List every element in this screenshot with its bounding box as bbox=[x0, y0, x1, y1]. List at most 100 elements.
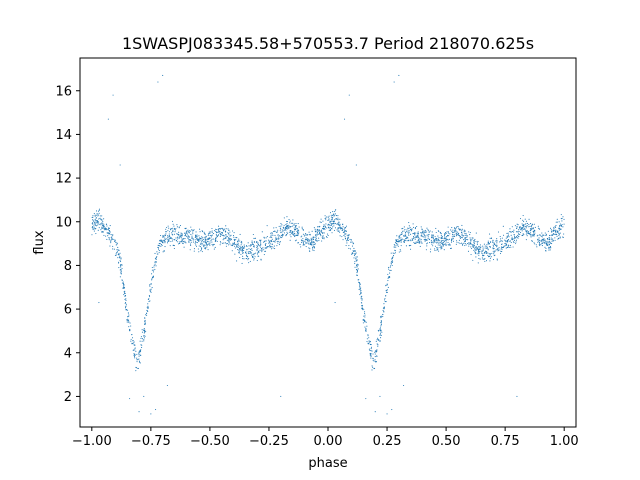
data-point bbox=[550, 242, 552, 244]
data-point bbox=[496, 242, 498, 244]
data-point bbox=[144, 331, 146, 333]
data-point bbox=[529, 225, 531, 228]
data-point bbox=[563, 233, 565, 235]
data-point bbox=[420, 238, 422, 240]
data-point bbox=[350, 241, 352, 243]
data-point bbox=[254, 256, 256, 258]
data-point bbox=[511, 238, 513, 240]
data-point bbox=[416, 225, 418, 228]
data-point bbox=[334, 213, 336, 215]
data-point bbox=[360, 298, 362, 300]
data-point bbox=[528, 231, 530, 233]
data-point bbox=[148, 301, 150, 303]
data-point bbox=[522, 233, 524, 235]
data-point bbox=[361, 306, 363, 308]
data-point bbox=[258, 255, 260, 257]
data-point bbox=[547, 237, 549, 240]
data-point bbox=[486, 244, 488, 246]
data-point bbox=[377, 337, 379, 339]
data-point bbox=[109, 233, 111, 235]
data-point bbox=[180, 232, 182, 234]
data-point bbox=[204, 239, 206, 241]
data-point bbox=[427, 237, 429, 239]
data-point bbox=[416, 241, 418, 243]
data-point bbox=[333, 225, 335, 227]
data-point bbox=[218, 229, 220, 231]
data-point bbox=[253, 254, 255, 256]
data-point bbox=[533, 234, 535, 236]
data-point bbox=[296, 232, 299, 234]
data-point bbox=[185, 233, 187, 235]
data-point bbox=[470, 243, 472, 245]
data-point bbox=[415, 242, 417, 244]
data-point bbox=[210, 239, 212, 241]
data-point bbox=[497, 248, 499, 250]
data-point bbox=[368, 337, 370, 339]
data-point bbox=[179, 224, 182, 227]
data-point bbox=[316, 234, 318, 236]
data-point bbox=[206, 241, 208, 243]
data-point bbox=[133, 349, 135, 351]
data-point bbox=[189, 230, 191, 232]
data-point bbox=[530, 235, 532, 237]
data-point bbox=[541, 245, 543, 247]
data-point bbox=[522, 228, 524, 230]
y-tick-label: 2 bbox=[64, 390, 72, 405]
data-point bbox=[555, 233, 557, 236]
data-point bbox=[313, 227, 315, 229]
data-point bbox=[190, 244, 192, 246]
data-point bbox=[225, 245, 227, 247]
data-point bbox=[195, 236, 197, 238]
data-point bbox=[219, 244, 221, 246]
data-point bbox=[433, 242, 435, 244]
data-point bbox=[188, 231, 190, 233]
data-point bbox=[396, 235, 398, 237]
data-point bbox=[167, 236, 169, 239]
data-point bbox=[192, 231, 194, 233]
data-point bbox=[426, 243, 428, 245]
data-point bbox=[203, 241, 205, 243]
data-point bbox=[317, 229, 319, 231]
data-point bbox=[225, 228, 227, 230]
y-tick-label: 8 bbox=[64, 259, 72, 274]
x-tick-label: −0.75 bbox=[131, 434, 171, 449]
data-point bbox=[347, 237, 349, 239]
data-point bbox=[148, 295, 150, 297]
data-point bbox=[398, 240, 400, 242]
data-point bbox=[561, 223, 563, 226]
data-point bbox=[229, 231, 231, 233]
data-point bbox=[133, 342, 135, 344]
data-point bbox=[305, 237, 307, 239]
data-point bbox=[384, 298, 386, 300]
data-point bbox=[447, 244, 449, 246]
data-point bbox=[216, 234, 218, 237]
data-point bbox=[530, 234, 532, 236]
data-point bbox=[475, 251, 477, 254]
data-point bbox=[146, 314, 148, 316]
data-point bbox=[338, 230, 340, 232]
data-point bbox=[410, 244, 412, 247]
data-point bbox=[108, 237, 110, 239]
data-point bbox=[277, 236, 279, 238]
data-point bbox=[354, 261, 356, 263]
data-point bbox=[353, 247, 355, 249]
data-point bbox=[151, 278, 153, 280]
data-point bbox=[420, 226, 422, 228]
data-point bbox=[552, 239, 554, 241]
data-point bbox=[101, 219, 103, 221]
data-point bbox=[363, 318, 365, 320]
data-point bbox=[478, 249, 480, 252]
data-point bbox=[345, 225, 347, 227]
data-point bbox=[94, 218, 96, 221]
data-point bbox=[288, 231, 290, 233]
data-point bbox=[155, 265, 157, 267]
data-point bbox=[548, 237, 550, 239]
data-point bbox=[326, 236, 328, 239]
data-point bbox=[101, 215, 103, 217]
data-point bbox=[256, 259, 258, 262]
data-point bbox=[366, 340, 368, 343]
data-point bbox=[326, 227, 328, 229]
data-point bbox=[256, 249, 258, 251]
data-point bbox=[178, 233, 180, 235]
data-point bbox=[143, 330, 146, 332]
